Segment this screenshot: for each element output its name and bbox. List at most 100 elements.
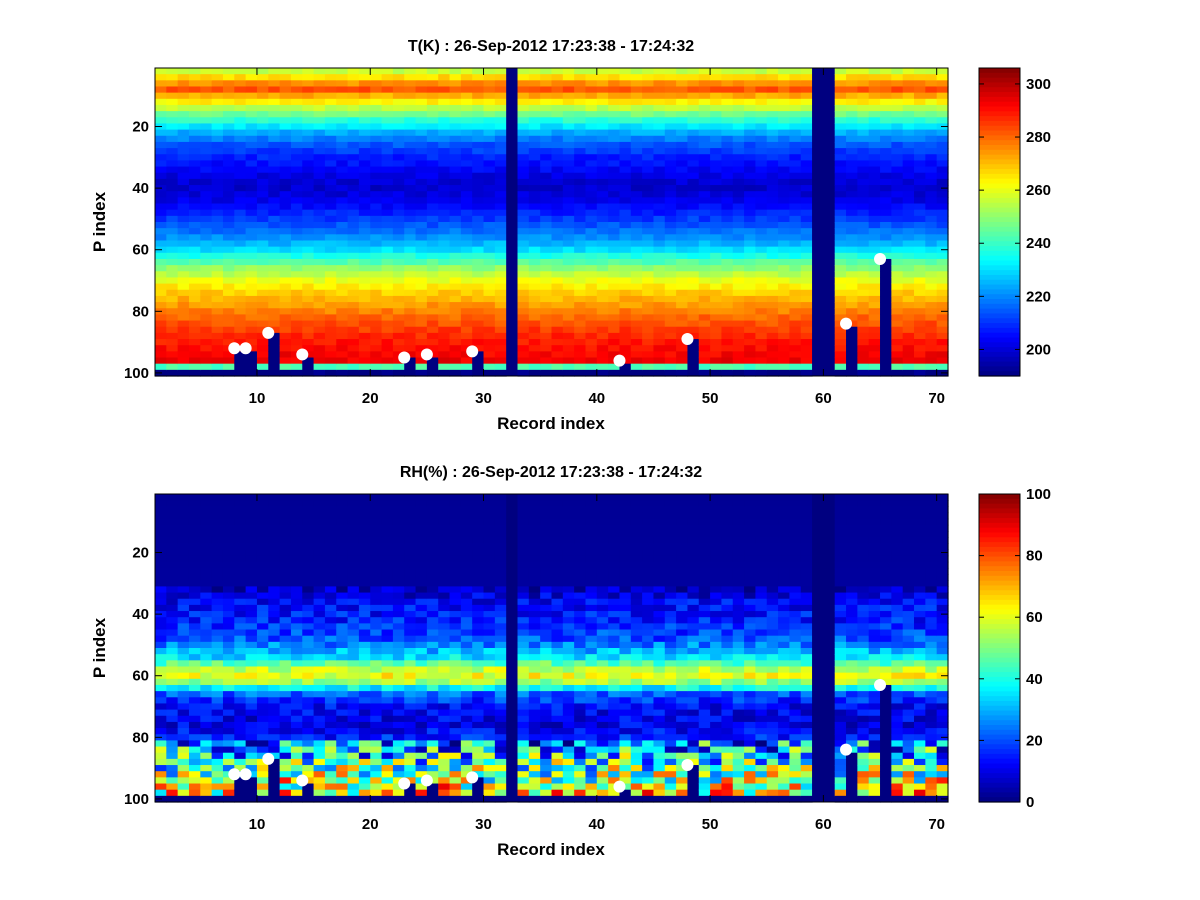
heatmap-cell: [347, 765, 360, 772]
heatmap-column: [313, 494, 326, 803]
heatmap-cell: [880, 271, 892, 279]
heatmap-cell: [710, 363, 723, 371]
heatmap-cell: [642, 80, 655, 88]
heatmap-cell: [778, 345, 790, 352]
heatmap-cell: [415, 623, 428, 631]
heatmap-cell: [642, 104, 655, 112]
colorbar-tick-label: 260: [1026, 182, 1051, 199]
heatmap-cell: [653, 345, 666, 352]
heatmap-cell: [494, 246, 507, 254]
heatmap-cell: [664, 277, 677, 285]
heatmap-cell: [245, 641, 258, 649]
heatmap-cell: [914, 68, 926, 75]
heatmap-cell: [880, 345, 892, 352]
heatmap-cell: [846, 258, 858, 266]
heatmap-cell: [721, 228, 734, 235]
heatmap-cell: [789, 332, 802, 340]
heatmap-cell: [245, 721, 258, 729]
heatmap-cell: [415, 277, 428, 285]
heatmap-cell: [290, 302, 303, 309]
heatmap-cell: [313, 154, 326, 161]
heatmap-cell: [256, 209, 269, 217]
heatmap-cell: [664, 345, 677, 352]
heatmap-cell: [426, 135, 439, 143]
heatmap-cell: [664, 339, 677, 346]
heatmap-cell: [279, 141, 292, 149]
heatmap-cell: [676, 203, 689, 211]
heatmap-cell: [415, 80, 428, 88]
heatmap-cell: [302, 363, 315, 371]
heatmap-cell: [381, 549, 394, 557]
heatmap-cell: [438, 339, 451, 346]
heatmap-cell: [290, 357, 303, 365]
heatmap-cell: [211, 98, 224, 106]
heatmap-column: [200, 68, 213, 377]
heatmap-cell: [449, 617, 462, 624]
heatmap-cell: [449, 654, 462, 661]
heatmap-cell: [732, 252, 745, 260]
heatmap-cell: [302, 123, 315, 131]
heatmap-cell: [415, 598, 428, 606]
heatmap-cell: [415, 129, 428, 137]
heatmap-cell: [188, 363, 201, 371]
heatmap-cell: [211, 752, 224, 760]
heatmap-cell: [426, 345, 439, 352]
heatmap-cell: [868, 332, 881, 340]
heatmap-cell: [846, 141, 858, 149]
heatmap-cell: [800, 289, 813, 297]
heatmap-cell: [721, 191, 734, 198]
heatmap-cell: [551, 320, 564, 328]
heatmap-cell: [914, 197, 926, 205]
heatmap-cell: [540, 111, 553, 118]
heatmap-cell: [732, 222, 745, 229]
heatmap-cell: [336, 500, 349, 507]
heatmap-cell: [846, 104, 858, 112]
heatmap-cell: [268, 629, 281, 637]
heatmap-cell: [721, 302, 734, 309]
heatmap-cell: [426, 302, 439, 309]
heatmap-cell: [540, 265, 553, 272]
heatmap-cell: [336, 494, 349, 501]
heatmap-cell: [710, 166, 723, 174]
heatmap-cell: [370, 172, 383, 180]
heatmap-cell: [789, 203, 802, 211]
heatmap-column: [279, 494, 292, 803]
heatmap-cell: [460, 567, 473, 575]
heatmap-cell: [188, 332, 201, 340]
heatmap-cell: [155, 215, 167, 223]
heatmap-cell: [188, 740, 201, 748]
heatmap-cell: [528, 222, 541, 229]
heatmap-cell: [177, 283, 190, 291]
heatmap-cell: [664, 314, 677, 322]
heatmap-cell: [279, 561, 292, 569]
heatmap-cell: [211, 524, 224, 532]
heatmap-cell: [585, 74, 598, 81]
heatmap-cell: [653, 160, 666, 168]
heatmap-cell: [404, 308, 417, 315]
heatmap-cell: [925, 222, 938, 229]
heatmap-cell: [245, 160, 258, 168]
heatmap-cell: [551, 141, 564, 149]
heatmap-cell: [664, 74, 677, 81]
heatmap-cell: [222, 567, 235, 575]
heatmap-cell: [619, 74, 632, 81]
heatmap-cell: [857, 154, 870, 161]
heatmap-cell: [324, 654, 337, 661]
heatmap-cell: [256, 141, 269, 149]
heatmap-cell: [347, 789, 360, 797]
colorbar-segment: [979, 68, 1020, 74]
heatmap-cell: [234, 549, 247, 557]
temperature-heatmap: [155, 68, 949, 377]
heatmap-cell: [200, 345, 213, 352]
heatmap-cell: [778, 295, 790, 303]
heatmap-cell: [290, 203, 303, 211]
heatmap-cell: [619, 92, 632, 100]
heatmap-cell: [370, 265, 383, 272]
heatmap-cell: [347, 783, 360, 791]
heatmap-cell: [392, 240, 405, 248]
heatmap-cell: [460, 494, 473, 501]
heatmap-cell: [438, 308, 451, 315]
heatmap-cell: [426, 629, 439, 637]
heatmap-cell: [891, 314, 904, 322]
colorbar-segment: [979, 265, 1020, 271]
